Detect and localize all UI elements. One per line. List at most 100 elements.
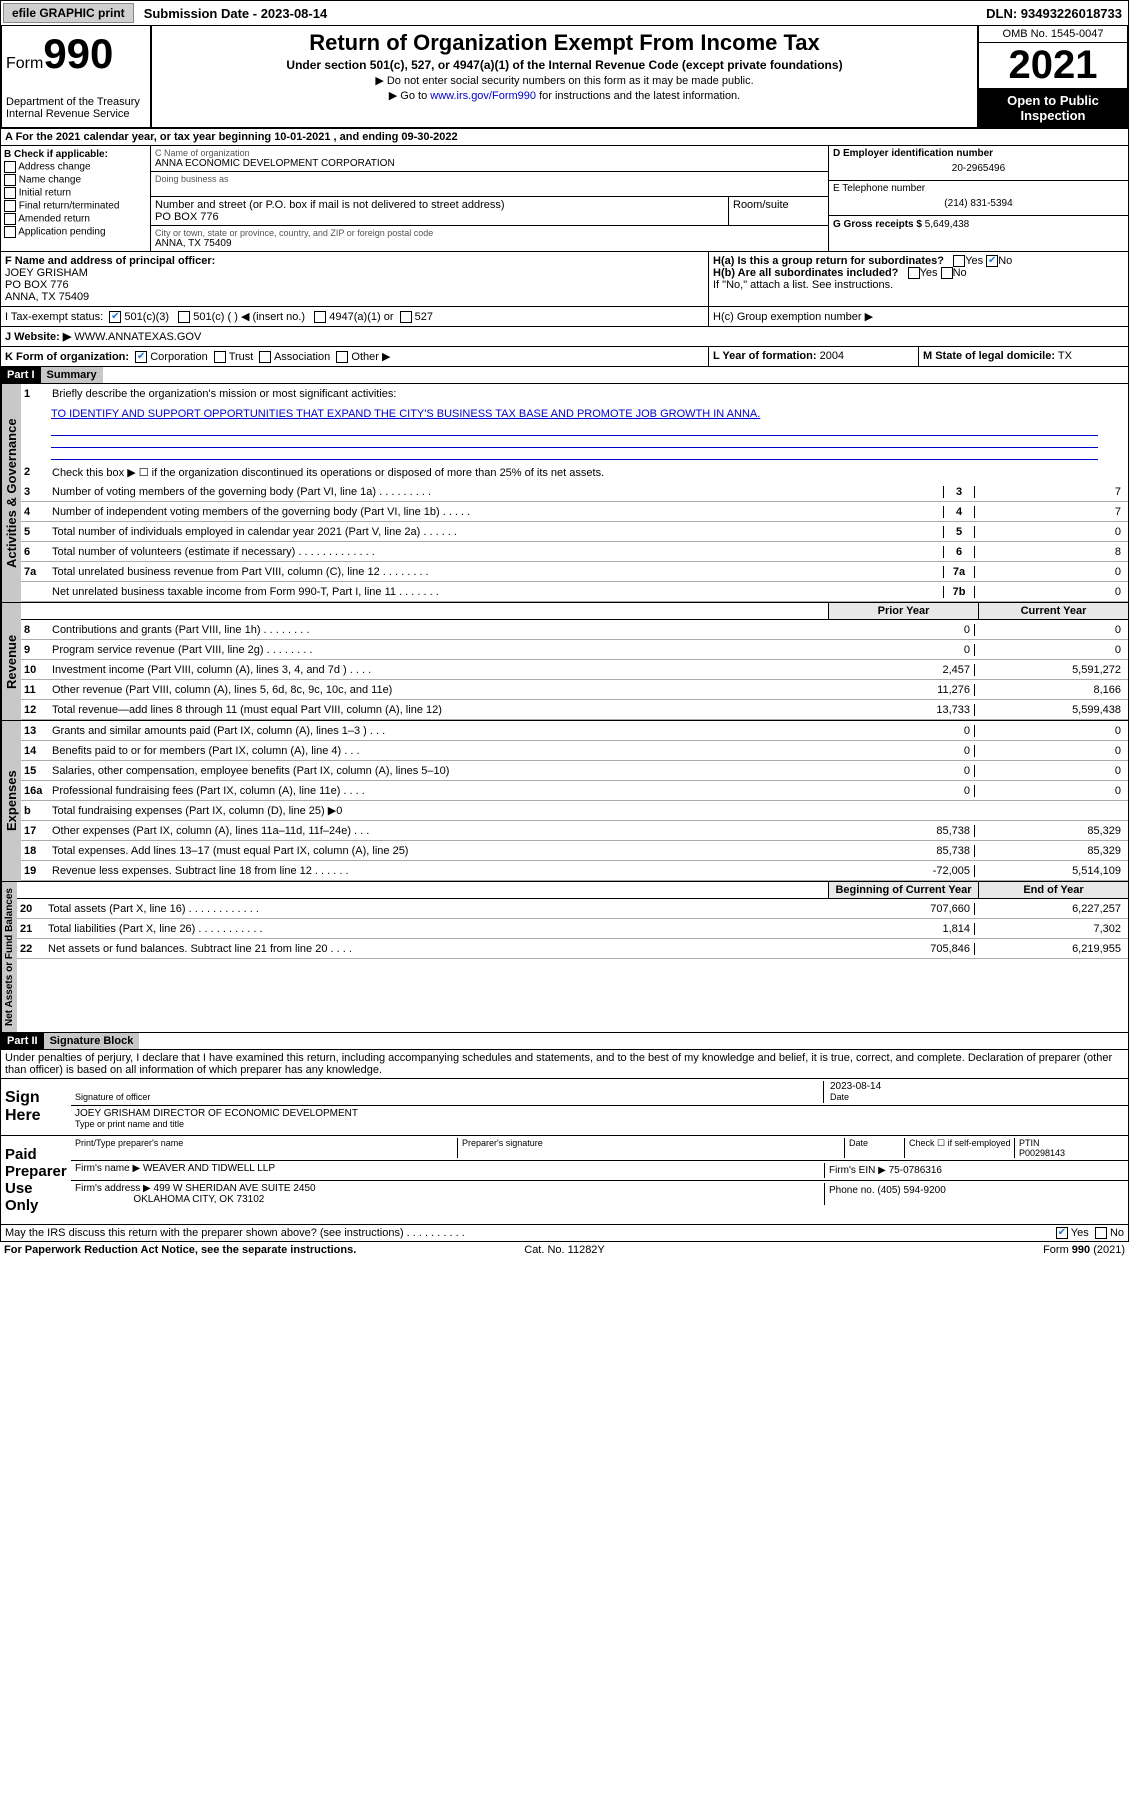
chk-name-change[interactable]: Name change xyxy=(4,174,147,186)
firm-phone: (405) 594-9200 xyxy=(877,1185,945,1196)
ein-lbl: D Employer identification number xyxy=(833,148,993,159)
chk-application-pending[interactable]: Application pending xyxy=(4,226,147,238)
row-fh: F Name and address of principal officer:… xyxy=(0,252,1129,307)
chk-501c3[interactable] xyxy=(109,311,121,323)
efile-button[interactable]: efile GRAPHIC print xyxy=(3,3,134,23)
col-prior-year: Prior Year xyxy=(828,603,978,619)
grid-bcdeg: B Check if applicable: Address change Na… xyxy=(0,146,1129,252)
pra-notice: For Paperwork Reduction Act Notice, see … xyxy=(4,1244,356,1256)
cat-no: Cat. No. 11282Y xyxy=(378,1244,752,1256)
sig-officer-lbl: Signature of officer xyxy=(75,1092,150,1102)
chk-amended-return[interactable]: Amended return xyxy=(4,213,147,225)
line-22: 22Net assets or fund balances. Subtract … xyxy=(17,939,1128,959)
form-header: Form990 Department of the Treasury Inter… xyxy=(0,26,1129,129)
department-label: Department of the Treasury Internal Reve… xyxy=(6,96,146,120)
discuss-yes[interactable] xyxy=(1056,1227,1068,1239)
chk-527[interactable] xyxy=(400,311,412,323)
discuss-no[interactable] xyxy=(1095,1227,1107,1239)
city-lbl: City or town, state or province, country… xyxy=(155,228,824,238)
line-15: 15Salaries, other compensation, employee… xyxy=(21,761,1128,781)
gross-value: 5,649,438 xyxy=(925,219,970,230)
line-16a: 16aProfessional fundraising fees (Part I… xyxy=(21,781,1128,801)
part2-hdr: Part II xyxy=(1,1033,44,1049)
line-17: 17Other expenses (Part IX, column (A), l… xyxy=(21,821,1128,841)
paid-preparer-label: Paid Preparer Use Only xyxy=(1,1136,71,1224)
summary-line-6: 6Total number of volunteers (estimate if… xyxy=(21,542,1128,562)
chk-4947[interactable] xyxy=(314,311,326,323)
firm-addr2: OKLAHOMA CITY, OK 73102 xyxy=(133,1194,264,1205)
ptin-lbl: PTIN xyxy=(1019,1138,1040,1148)
sign-date: 2023-08-14 xyxy=(830,1081,881,1092)
block-net-assets: Net Assets or Fund Balances Beginning of… xyxy=(0,882,1129,1033)
year-formation-lbl: L Year of formation: xyxy=(713,350,817,362)
part1-bar: Part ISummary xyxy=(0,367,1129,384)
block-revenue: Revenue Prior YearCurrent Year 8Contribu… xyxy=(0,603,1129,721)
chk-trust[interactable] xyxy=(214,351,226,363)
gross-lbl: G Gross receipts $ xyxy=(833,219,922,230)
dln-label: DLN: 93493226018733 xyxy=(980,4,1128,23)
perjury-text: Under penalties of perjury, I declare th… xyxy=(0,1050,1129,1079)
chk-address-change[interactable]: Address change xyxy=(4,161,147,173)
line-b: bTotal fundraising expenses (Part IX, co… xyxy=(21,801,1128,821)
row-i: I Tax-exempt status: 501(c)(3) 501(c) ( … xyxy=(0,307,1129,327)
chk-corp[interactable] xyxy=(135,351,147,363)
chk-final-return[interactable]: Final return/terminated xyxy=(4,200,147,212)
chk-other[interactable] xyxy=(336,351,348,363)
form-subtitle: Under section 501(c), 527, or 4947(a)(1)… xyxy=(158,58,971,72)
section-b: B Check if applicable: Address change Na… xyxy=(1,146,151,251)
line-12: 12Total revenue—add lines 8 through 11 (… xyxy=(21,700,1128,720)
omb-number: OMB No. 1545-0047 xyxy=(979,26,1127,43)
part2-title: Signature Block xyxy=(44,1033,140,1049)
form-footer: Form 990 (2021) xyxy=(1043,1244,1125,1256)
phone-value: (214) 831-5394 xyxy=(833,194,1124,213)
officer-name: JOEY GRISHAM xyxy=(5,267,88,279)
tax-status-lbl: I Tax-exempt status: xyxy=(5,311,103,323)
row-klm: K Form of organization: Corporation Trus… xyxy=(0,347,1129,367)
officer-addr1: PO BOX 776 xyxy=(5,279,69,291)
year-formation: 2004 xyxy=(820,350,844,362)
form-number: Form990 xyxy=(6,30,146,78)
form-note-ssn: ▶ Do not enter social security numbers o… xyxy=(158,74,971,87)
line-21: 21Total liabilities (Part X, line 26) . … xyxy=(17,919,1128,939)
summary-line-4: 4Number of independent voting members of… xyxy=(21,502,1128,522)
open-public-inspection: Open to Public Inspection xyxy=(979,89,1127,127)
discuss-row: May the IRS discuss this return with the… xyxy=(0,1225,1129,1242)
dba-lbl: Doing business as xyxy=(155,174,824,184)
firm-phone-lbl: Phone no. xyxy=(829,1185,875,1196)
line-8: 8Contributions and grants (Part VIII, li… xyxy=(21,620,1128,640)
self-employed-chk[interactable]: Check ☐ if self-employed xyxy=(904,1138,1014,1158)
officer-lbl: F Name and address of principal officer: xyxy=(5,255,215,267)
paid-preparer-section: Paid Preparer Use Only Print/Type prepar… xyxy=(0,1136,1129,1225)
h-c: H(c) Group exemption number ▶ xyxy=(708,307,1128,326)
website-value: WWW.ANNATEXAS.GOV xyxy=(74,331,201,343)
row-a-tax-year: A For the 2021 calendar year, or tax yea… xyxy=(0,129,1129,146)
h-b: H(b) Are all subordinates included? Yes … xyxy=(713,267,1124,279)
l1-lbl: Briefly describe the organization's miss… xyxy=(52,388,1125,400)
vlabel-activities: Activities & Governance xyxy=(1,384,21,602)
chk-initial-return[interactable]: Initial return xyxy=(4,187,147,199)
block-expenses: Expenses 13Grants and similar amounts pa… xyxy=(0,721,1129,882)
part2-bar: Part IISignature Block xyxy=(0,1033,1129,1050)
officer-addr2: ANNA, TX 75409 xyxy=(5,291,89,303)
state-domicile: TX xyxy=(1058,350,1072,362)
summary-line-7b: Net unrelated business taxable income fr… xyxy=(21,582,1128,602)
room-lbl: Room/suite xyxy=(733,199,824,211)
row-a-text: A For the 2021 calendar year, or tax yea… xyxy=(5,131,458,143)
line-18: 18Total expenses. Add lines 13–17 (must … xyxy=(21,841,1128,861)
officer-name-lbl: Type or print name and title xyxy=(75,1119,184,1129)
firm-addr-lbl: Firm's address ▶ xyxy=(75,1183,151,1194)
top-bar: efile GRAPHIC print Submission Date - 20… xyxy=(0,0,1129,26)
line-20: 20Total assets (Part X, line 16) . . . .… xyxy=(17,899,1128,919)
vlabel-expenses: Expenses xyxy=(1,721,21,881)
row-j: J Website: ▶ WWW.ANNATEXAS.GOV xyxy=(0,327,1129,347)
chk-501c[interactable] xyxy=(178,311,190,323)
form-note-link: ▶ Go to www.irs.gov/Form990 for instruct… xyxy=(158,89,971,102)
chk-assoc[interactable] xyxy=(259,351,271,363)
phone-lbl: E Telephone number xyxy=(833,183,925,194)
irs-link[interactable]: www.irs.gov/Form990 xyxy=(430,90,536,102)
section-c: C Name of organization ANNA ECONOMIC DEV… xyxy=(151,146,828,251)
prep-sig-hdr: Preparer's signature xyxy=(457,1138,844,1158)
org-name: ANNA ECONOMIC DEVELOPMENT CORPORATION xyxy=(155,158,824,169)
line-10: 10Investment income (Part VIII, column (… xyxy=(21,660,1128,680)
h-a: H(a) Is this a group return for subordin… xyxy=(713,255,1124,267)
